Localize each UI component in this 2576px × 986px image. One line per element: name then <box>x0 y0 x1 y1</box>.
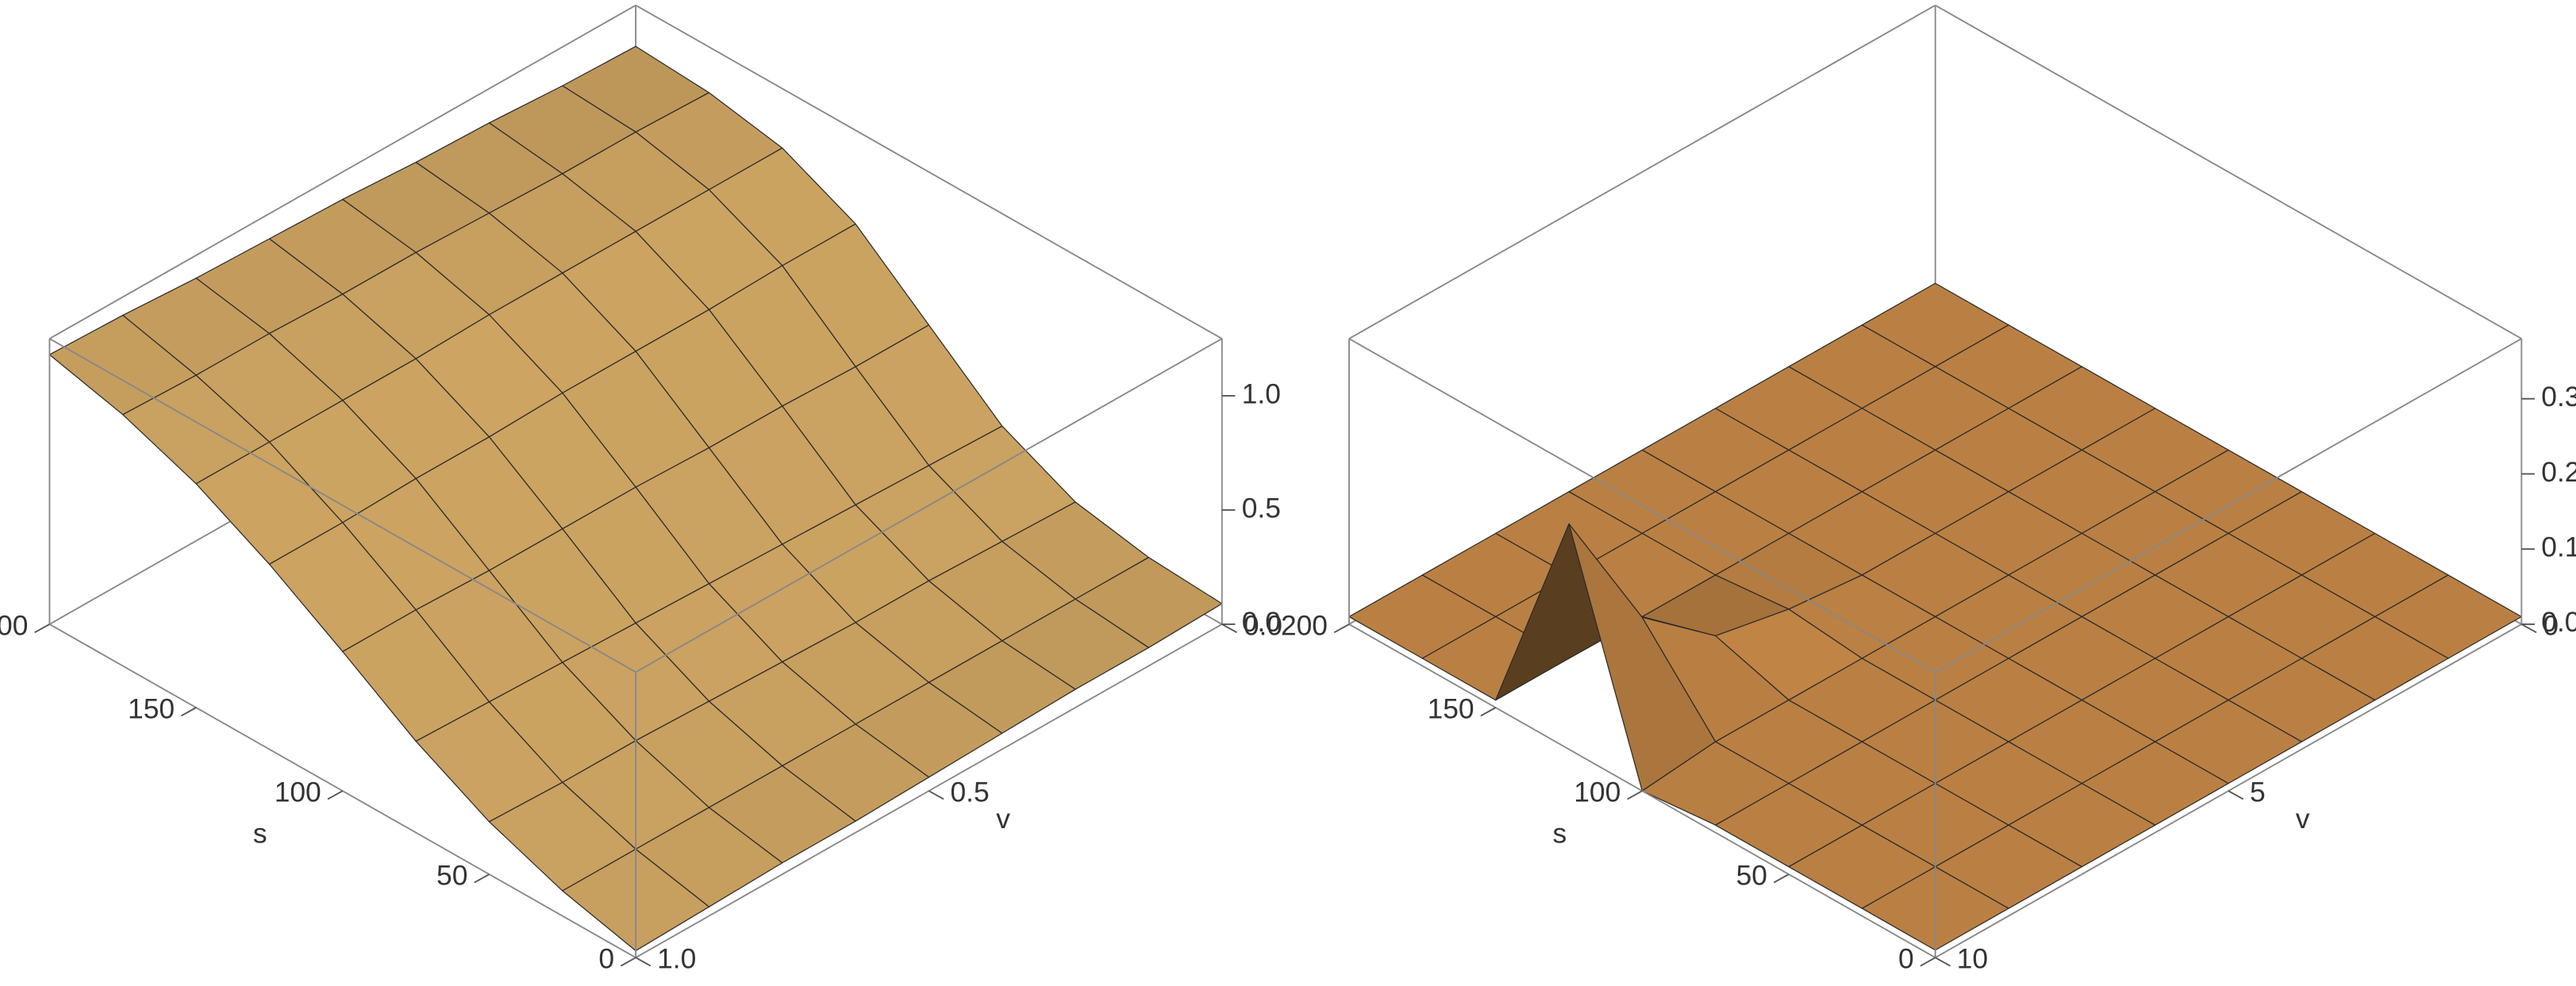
x-tick-label: 200 <box>0 610 28 641</box>
x-tick <box>1627 790 1643 800</box>
x-tick-label: 0 <box>1898 944 1914 975</box>
y-tick-label: 1.0 <box>657 944 696 975</box>
y-tick <box>928 790 944 800</box>
y-tick <box>2520 623 2537 634</box>
y-axis-label: v <box>996 804 1010 834</box>
x-tick-label: 0 <box>598 944 614 975</box>
x-tick <box>1480 707 1497 717</box>
x-tick <box>1773 873 1790 884</box>
y-tick-label: 10 <box>1957 944 1988 975</box>
z-tick-label: 0.0 <box>2541 607 2576 638</box>
x-tick <box>180 707 197 717</box>
x-tick-label: 200 <box>1281 610 1328 641</box>
x-tick <box>327 790 344 800</box>
y-tick <box>635 957 652 967</box>
x-tick <box>34 623 50 634</box>
x-tick <box>620 957 636 967</box>
x-tick-label: 50 <box>436 861 467 892</box>
z-tick-label: 0.2 <box>2541 457 2576 488</box>
y-tick-label: 0.0 <box>1244 610 1282 641</box>
x-tick-label: 150 <box>128 694 175 725</box>
box-edge <box>48 338 636 673</box>
z-tick-label: 0.0 <box>1242 607 1281 638</box>
y-tick <box>1935 957 1951 967</box>
y-tick-label: 0.5 <box>950 777 989 808</box>
box-edge <box>1348 4 1936 340</box>
y-tick <box>1221 623 1237 634</box>
x-tick-label: 100 <box>275 777 321 808</box>
x-tick <box>1333 623 1350 634</box>
x-tick-label: 100 <box>1574 777 1621 808</box>
y-axis-label: v <box>2296 804 2310 834</box>
y-tick <box>2228 790 2244 800</box>
z-tick-label: 0.3 <box>2541 382 2576 412</box>
x-tick <box>474 873 490 884</box>
box-edge <box>1935 4 2522 340</box>
box-edge <box>1935 338 2522 673</box>
box-edge <box>635 4 1223 340</box>
y-tick-label: 5 <box>2250 777 2266 808</box>
box-edge <box>48 4 636 340</box>
x-axis-label: s <box>1552 819 1567 850</box>
x-tick <box>1920 957 1936 967</box>
x-axis-label: s <box>253 819 267 850</box>
box-edge <box>1348 338 1936 673</box>
box-edge <box>635 338 1223 673</box>
y-tick-label: 0 <box>2543 610 2559 641</box>
z-tick-label: 0.5 <box>1242 493 1281 524</box>
z-tick-label: 0.1 <box>2541 532 2576 563</box>
x-tick-label: 150 <box>1428 694 1474 725</box>
x-tick-label: 50 <box>1736 861 1767 892</box>
z-tick-label: 1.0 <box>1242 378 1281 409</box>
